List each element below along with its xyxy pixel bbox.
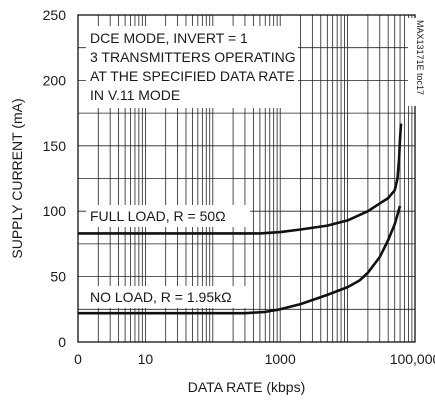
y-tick-label-1: 50 (50, 269, 66, 285)
x-tick-label-0: 0 (74, 351, 82, 367)
note-line-1: DCE MODE, INVERT = 1 (90, 30, 248, 46)
no-load-label: NO LOAD, R = 1.95kΩ (90, 289, 232, 305)
y-tick-label-0: 0 (58, 334, 66, 350)
figure-code: MAX13171E toc17 (415, 20, 425, 95)
y-axis-title: SUPPLY CURRENT (mA) (9, 98, 25, 258)
no-load-label-bg (86, 286, 246, 308)
condition-note: DCE MODE, INVERT = 1 3 TRANSMITTERS OPER… (90, 30, 296, 103)
curve-no-load (78, 205, 402, 315)
y-tick-label-5: 250 (43, 7, 67, 23)
plot-frame (77, 14, 416, 343)
x-tick-labels: 0 10 1000 100,000 (74, 351, 435, 367)
full-load-label-bg (86, 205, 250, 227)
y-tick-label-3: 150 (43, 138, 67, 154)
curve-full-load (78, 123, 403, 235)
full-load-label: FULL LOAD, R = 50Ω (90, 208, 226, 224)
x-tick-label-1: 10 (138, 351, 154, 367)
y-tick-label-4: 200 (43, 72, 67, 88)
data-curves (78, 18, 420, 315)
x-tick-label-2: 1000 (265, 351, 296, 367)
x-tick-label-3: 100,000 (390, 351, 435, 367)
note-line-2: 3 TRANSMITTERS OPERATING (90, 49, 296, 65)
y-tick-label-2: 100 (43, 203, 67, 219)
axes (77, 14, 416, 343)
figure-code-bg (408, 18, 420, 106)
note-background (86, 26, 298, 108)
x-axis-title: DATA RATE (kbps) (188, 379, 305, 395)
y-tick-labels: 0 50 100 150 200 250 (43, 7, 67, 350)
note-line-3: AT THE SPECIFIED DATA RATE (90, 68, 295, 84)
note-line-4: IN V.11 MODE (90, 87, 180, 103)
